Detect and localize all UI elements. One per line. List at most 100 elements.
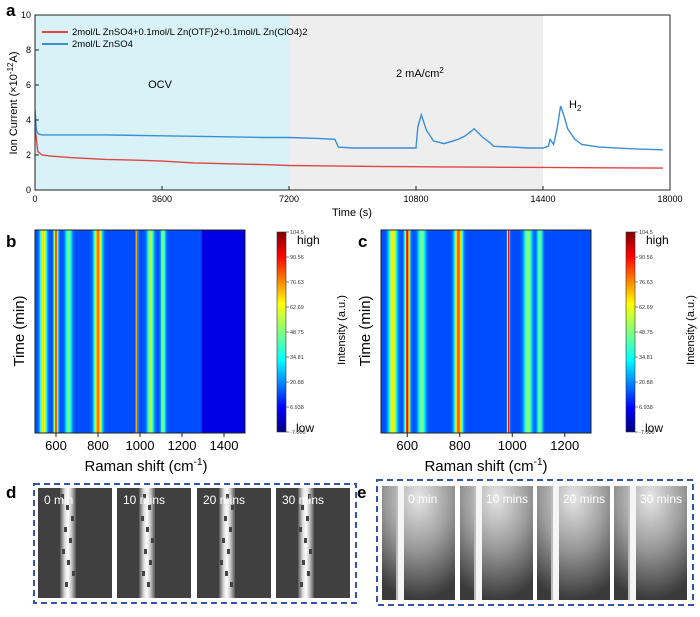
heatmap-column bbox=[114, 230, 117, 433]
heatmap-column bbox=[49, 230, 51, 433]
heatmap-column bbox=[529, 230, 531, 433]
heatmap-column bbox=[419, 230, 422, 433]
heatmap-column bbox=[94, 230, 96, 433]
heatmap-column bbox=[466, 230, 468, 433]
heatmap-column bbox=[570, 230, 572, 433]
heatmap-column bbox=[416, 230, 419, 433]
heatmap-column bbox=[183, 230, 185, 433]
h2-annotation: H2 bbox=[569, 99, 582, 113]
heatmap-column bbox=[85, 230, 87, 433]
electrode-rod bbox=[476, 486, 482, 600]
heatmap-column bbox=[586, 230, 589, 433]
heatmap-column bbox=[95, 230, 97, 433]
heatmap-column bbox=[75, 230, 77, 433]
heatmap-column bbox=[458, 230, 461, 433]
heatmap-column bbox=[489, 230, 491, 433]
dendrite-spot bbox=[65, 582, 68, 587]
heatmap-column bbox=[125, 230, 127, 433]
dendrite-spot bbox=[308, 494, 311, 499]
heatmap-column bbox=[450, 230, 452, 433]
dendrite-spot bbox=[302, 560, 305, 565]
ion-current-lines bbox=[35, 105, 663, 169]
heatmap-column bbox=[46, 230, 48, 433]
colorbar-tick-label: 104.5 bbox=[290, 230, 304, 236]
heatmap-column bbox=[67, 230, 69, 433]
heatmap-column bbox=[480, 230, 483, 433]
heatmap-column bbox=[83, 230, 85, 433]
heatmap-column bbox=[428, 230, 430, 433]
heatmap-column bbox=[382, 230, 384, 433]
heatmap-column bbox=[577, 230, 579, 433]
heatmap-column bbox=[63, 230, 65, 433]
heatmap-column bbox=[165, 230, 167, 433]
heatmap-column bbox=[66, 230, 68, 433]
dendrite-spot bbox=[226, 494, 229, 499]
heatmap-column bbox=[396, 230, 399, 433]
heatmap-column bbox=[557, 230, 559, 433]
heatmap-column bbox=[150, 230, 152, 433]
heatmap-column bbox=[157, 230, 159, 433]
heatmap-column bbox=[532, 230, 534, 433]
snapshots-d: 0 min 10 mins 20 mins 30 mins bbox=[38, 488, 350, 598]
heatmap-column bbox=[561, 230, 564, 433]
heatmap-column bbox=[468, 230, 470, 433]
heatmap-column bbox=[86, 230, 88, 433]
heatmap-column bbox=[575, 230, 577, 433]
heatmap-column bbox=[149, 230, 151, 433]
heatmap-column bbox=[494, 230, 496, 433]
heatmap-column bbox=[79, 230, 81, 433]
x-tick-label: 7200 bbox=[279, 194, 299, 204]
heatmap-column bbox=[535, 230, 537, 433]
heatmap-column bbox=[98, 230, 100, 433]
heatmap-column bbox=[459, 230, 462, 433]
heatmap-column bbox=[57, 230, 59, 433]
heatmap-column bbox=[500, 230, 503, 433]
heatmap-column bbox=[566, 230, 569, 433]
heatmap-column bbox=[190, 230, 192, 433]
x-tick-label: 1200 bbox=[550, 438, 579, 453]
heatmap-column bbox=[111, 230, 113, 433]
heatmap-column bbox=[525, 230, 528, 433]
heatmap-column bbox=[541, 230, 544, 433]
heatmap-column bbox=[50, 230, 53, 433]
heatmap-column bbox=[483, 230, 486, 433]
series-line-0 bbox=[35, 126, 663, 169]
heatmap-column bbox=[77, 230, 79, 433]
heatmap-column bbox=[402, 230, 404, 433]
heatmap-column bbox=[523, 230, 526, 433]
electrode-rod bbox=[630, 486, 636, 600]
dendrite-spot bbox=[299, 527, 302, 532]
heatmap-column bbox=[82, 230, 84, 433]
heatmap-column bbox=[58, 230, 60, 433]
heatmap-column bbox=[415, 230, 418, 433]
snapshot-d-time: 10 mins bbox=[123, 493, 165, 507]
heatmap-column bbox=[393, 230, 396, 433]
heatmap-column bbox=[147, 230, 149, 433]
heatmap-column bbox=[454, 230, 456, 433]
heatmap-column bbox=[159, 230, 161, 433]
heatmap-column bbox=[88, 230, 90, 433]
heatmap-column bbox=[553, 230, 555, 433]
electrode-edge bbox=[396, 486, 398, 600]
heatmap-column bbox=[108, 230, 110, 433]
dendrite-spot bbox=[146, 527, 149, 532]
heatmap-column bbox=[92, 230, 94, 433]
heatmap-column bbox=[508, 230, 510, 433]
panel-letter-a: a bbox=[6, 1, 16, 20]
colorbar-tick-label: 90.56 bbox=[639, 255, 653, 261]
dendrite-spot bbox=[301, 505, 304, 510]
heatmap-column bbox=[119, 230, 122, 433]
heatmap-column bbox=[437, 230, 440, 433]
heatmap-column bbox=[129, 230, 131, 433]
heatmap-column bbox=[398, 230, 401, 433]
heatmap-column bbox=[562, 230, 565, 433]
heatmap-column bbox=[35, 230, 38, 433]
heatmap-column bbox=[81, 230, 83, 433]
heatmap-column bbox=[71, 230, 73, 433]
snapshot-e-3 bbox=[614, 486, 687, 600]
heatmap-column bbox=[578, 230, 580, 433]
heatmap-column bbox=[543, 230, 546, 433]
heatmap-column bbox=[197, 230, 200, 433]
heatmap-column bbox=[162, 230, 164, 433]
heatmap-column bbox=[116, 230, 118, 433]
